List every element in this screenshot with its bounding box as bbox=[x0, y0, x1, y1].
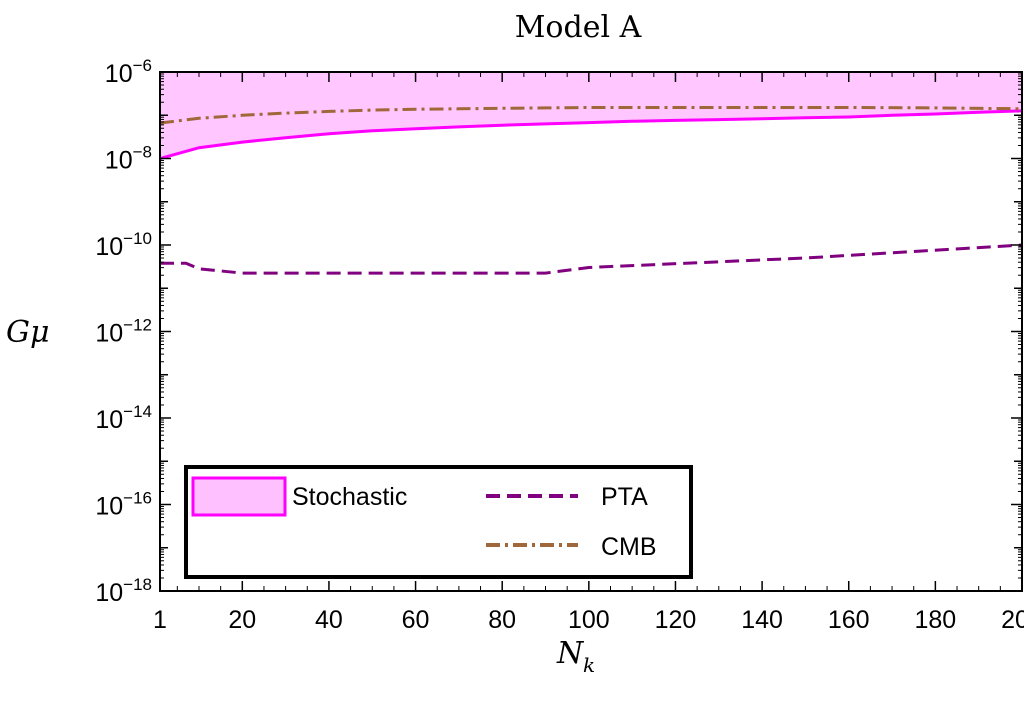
y-tick-label-exponent: −10 bbox=[123, 229, 152, 248]
x-axis-label-main: N bbox=[556, 636, 585, 671]
y-tick-label-exponent: −8 bbox=[133, 143, 152, 162]
legend-label-cmb: CMB bbox=[601, 533, 657, 561]
y-tick-label-exponent: −18 bbox=[123, 575, 152, 594]
x-axis-label: N k bbox=[556, 636, 595, 677]
x-tick-label: 200 bbox=[1001, 606, 1024, 634]
x-tick-label: 80 bbox=[488, 606, 516, 634]
y-tick-label-exponent: −16 bbox=[123, 489, 152, 508]
y-axis-label-text: Gμ bbox=[6, 315, 49, 350]
x-tick-label: 120 bbox=[655, 606, 697, 634]
x-tick-label: 60 bbox=[402, 606, 430, 634]
x-axis-label-sub: k bbox=[583, 653, 595, 677]
legend: Stochastic PTA CMB bbox=[184, 465, 693, 579]
y-tick-label: 10−18 bbox=[95, 575, 152, 607]
x-tick-label: 140 bbox=[741, 606, 783, 634]
legend-label-pta: PTA bbox=[601, 483, 648, 511]
plot-area bbox=[160, 72, 1022, 275]
axis-ticks: 12040608010012014016018020010−1810−1610−… bbox=[95, 56, 1024, 634]
y-tick-label-exponent: −14 bbox=[123, 402, 152, 421]
y-tick-label-base: 10 bbox=[95, 406, 123, 434]
x-tick-label: 20 bbox=[228, 606, 256, 634]
y-tick-label: 10−6 bbox=[105, 56, 152, 88]
y-tick-label-exponent: −6 bbox=[133, 56, 152, 75]
stochastic-line bbox=[160, 109, 1022, 160]
y-tick-label-base: 10 bbox=[95, 233, 123, 261]
chart-title: Model A bbox=[515, 10, 642, 45]
stochastic-region bbox=[160, 72, 1022, 159]
y-tick-label-base: 10 bbox=[95, 493, 123, 521]
y-tick-label-exponent: −12 bbox=[123, 316, 152, 335]
y-tick-label: 10−8 bbox=[105, 143, 152, 175]
x-tick-label: 180 bbox=[915, 606, 957, 634]
x-tick-label: 160 bbox=[828, 606, 870, 634]
x-tick-label: 100 bbox=[568, 606, 610, 634]
y-tick-label: 10−16 bbox=[95, 489, 152, 521]
x-tick-label: 1 bbox=[153, 606, 167, 634]
legend-swatch-stochastic bbox=[191, 476, 287, 517]
y-tick-label: 10−12 bbox=[95, 316, 152, 348]
x-tick-label: 40 bbox=[315, 606, 343, 634]
y-tick-label: 10−10 bbox=[95, 229, 152, 261]
y-axis-label: Gμ bbox=[6, 315, 49, 350]
y-tick-label-base: 10 bbox=[105, 60, 133, 88]
y-tick-label: 10−14 bbox=[95, 402, 152, 434]
y-tick-label-base: 10 bbox=[105, 147, 133, 175]
legend-label-stochastic: Stochastic bbox=[292, 483, 407, 511]
pta-line bbox=[160, 243, 1022, 275]
y-tick-label-base: 10 bbox=[95, 320, 123, 348]
y-tick-label-base: 10 bbox=[95, 579, 123, 607]
